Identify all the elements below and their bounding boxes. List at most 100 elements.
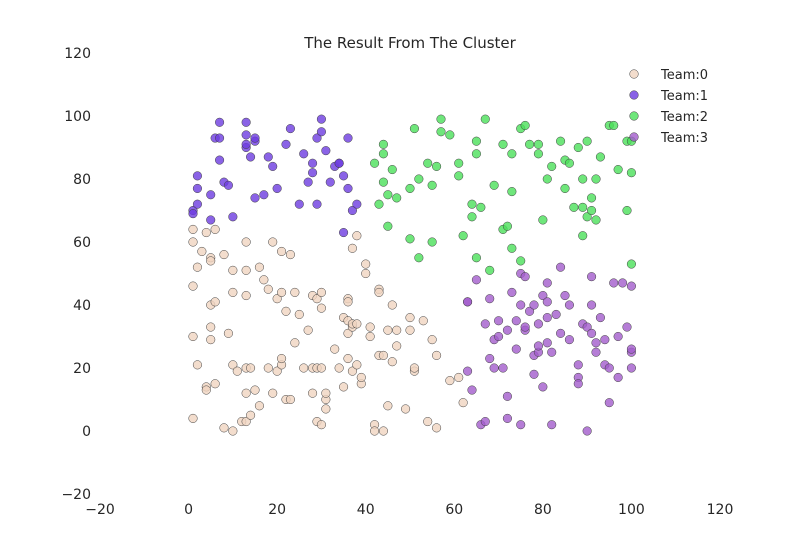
data-point — [277, 287, 287, 297]
y-tick-label: 80 — [73, 172, 91, 188]
legend-marker — [629, 69, 639, 79]
data-point — [476, 202, 486, 212]
series-1 — [188, 114, 362, 238]
data-point — [188, 224, 198, 234]
data-point — [516, 300, 526, 310]
data-point — [277, 246, 287, 256]
data-point — [542, 338, 552, 348]
data-point — [582, 136, 592, 146]
data-point — [188, 209, 198, 219]
x-tick-label: 20 — [268, 502, 286, 518]
data-point — [321, 146, 331, 156]
data-point — [228, 212, 238, 222]
data-point — [467, 385, 477, 395]
data-point — [551, 309, 561, 320]
data-point — [507, 187, 517, 197]
data-point — [215, 155, 225, 165]
x-tick-label: 120 — [707, 502, 734, 518]
data-point — [378, 426, 388, 436]
data-point — [454, 372, 464, 383]
data-point — [538, 382, 548, 392]
data-point — [228, 426, 238, 436]
data-point — [378, 139, 388, 149]
data-point — [467, 212, 477, 222]
data-point — [268, 237, 278, 247]
data-point — [246, 152, 256, 162]
data-point — [343, 183, 353, 193]
data-point — [587, 193, 597, 203]
data-point — [556, 136, 566, 146]
data-point — [299, 149, 309, 159]
data-point — [507, 243, 517, 253]
data-point — [516, 256, 526, 266]
data-point — [547, 161, 557, 171]
data-point — [223, 328, 233, 338]
data-point — [463, 366, 473, 376]
legend-marker — [629, 132, 639, 142]
data-point — [498, 139, 508, 149]
legend-marker — [629, 90, 639, 100]
data-point — [299, 363, 309, 373]
data-point — [294, 309, 304, 320]
data-point — [591, 174, 601, 184]
data-point — [192, 199, 202, 209]
data-point — [387, 300, 397, 310]
data-points — [188, 114, 636, 436]
legend-item: Team:0 — [629, 68, 708, 83]
data-point — [471, 136, 481, 146]
data-point — [578, 231, 588, 241]
data-point — [533, 139, 543, 149]
data-point — [206, 256, 216, 266]
data-point — [445, 130, 455, 140]
data-point — [246, 410, 256, 420]
data-point — [290, 338, 300, 348]
data-point — [511, 344, 521, 354]
data-point — [423, 158, 433, 168]
data-point — [427, 180, 437, 190]
data-point — [316, 287, 326, 297]
data-point — [613, 331, 623, 342]
data-point — [312, 199, 322, 209]
data-point — [480, 417, 490, 427]
data-point — [547, 347, 557, 357]
data-point — [246, 363, 256, 373]
data-point — [383, 401, 393, 411]
y-tick-label: 120 — [64, 46, 91, 62]
data-point — [374, 287, 384, 297]
data-point — [334, 363, 344, 373]
data-point — [432, 161, 442, 171]
data-point — [489, 363, 499, 373]
data-point — [604, 398, 614, 408]
data-point — [409, 363, 419, 373]
data-point — [626, 168, 636, 178]
data-point — [494, 316, 504, 326]
data-point — [485, 354, 495, 364]
data-point — [223, 180, 233, 190]
data-point — [374, 199, 384, 209]
data-point — [250, 193, 260, 203]
data-point — [587, 300, 597, 310]
legend-label: Team:2 — [660, 110, 708, 125]
data-point — [445, 376, 455, 386]
data-point — [502, 221, 512, 231]
data-point — [206, 322, 216, 332]
data-point — [339, 171, 349, 181]
legend: Team:0 Team:1 Team:2 Team:3 — [629, 68, 708, 146]
data-point — [228, 287, 238, 297]
data-point — [587, 328, 597, 338]
data-point — [347, 205, 357, 216]
data-point — [378, 350, 388, 360]
data-point — [626, 281, 636, 291]
data-point — [378, 149, 388, 159]
data-point — [228, 265, 238, 275]
data-point — [365, 322, 375, 332]
data-point — [206, 190, 216, 200]
data-point — [290, 287, 300, 297]
data-point — [321, 404, 331, 414]
y-tick-label: 0 — [82, 424, 91, 440]
y-tick-label: 40 — [73, 298, 91, 314]
series-0 — [188, 224, 468, 436]
data-point — [330, 344, 340, 354]
data-point — [542, 278, 552, 288]
data-point — [392, 325, 402, 335]
